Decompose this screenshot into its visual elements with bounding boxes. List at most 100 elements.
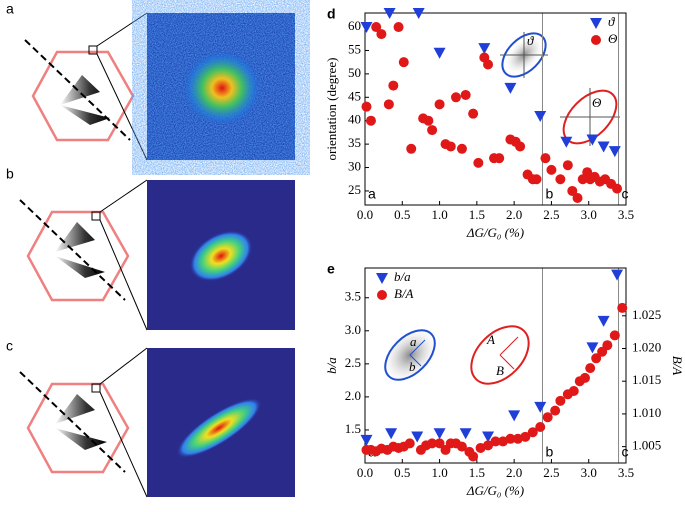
y-tick-label: 2.0	[345, 388, 361, 403]
circle-marker	[427, 125, 438, 136]
circle-marker	[505, 433, 516, 444]
y-tick-label: 3.5	[345, 289, 361, 304]
x-axis-label: ΔG/G₀ (%)	[466, 483, 524, 498]
circle-marker	[535, 422, 546, 433]
circle-marker	[602, 340, 613, 351]
circle-marker	[445, 141, 456, 152]
circle-marker	[460, 89, 471, 100]
y2-tick-label: 1.005	[632, 438, 661, 453]
circle-marker	[483, 59, 494, 70]
panel-b: b	[6, 166, 295, 331]
circle-marker	[404, 438, 415, 449]
x-tick-label: 0.5	[394, 207, 410, 222]
y-axis-label: b/a	[324, 357, 339, 374]
circle-marker	[531, 174, 542, 185]
circle-marker	[515, 141, 526, 152]
zoom-line	[96, 53, 148, 161]
circle-marker	[388, 80, 399, 91]
circle-marker	[406, 143, 417, 154]
circle-marker	[365, 115, 376, 126]
triangle-marker	[560, 136, 573, 148]
triangle-marker	[433, 47, 446, 59]
circle-marker	[542, 412, 553, 423]
legend-label: b/a	[394, 269, 411, 284]
y-tick-label: 1.5	[345, 421, 361, 436]
dashed-line	[24, 39, 131, 141]
zoom-line	[99, 179, 148, 213]
chart-label: e	[327, 261, 335, 277]
zoom-spot	[182, 50, 262, 126]
circle-marker	[617, 302, 628, 313]
circle-marker	[434, 99, 445, 110]
inset-label: b	[409, 359, 416, 374]
diffraction-streak	[55, 222, 105, 278]
annotation-label: c	[622, 444, 629, 460]
zoom-line	[99, 391, 148, 498]
zoom-line	[96, 12, 148, 47]
x-tick-label: 2.0	[506, 465, 522, 480]
dashed-line	[19, 199, 126, 301]
circle-marker	[609, 330, 620, 341]
circle-marker	[555, 174, 566, 185]
x-tick-label: 1.0	[431, 207, 447, 222]
hexagon	[31, 50, 135, 142]
circle-marker	[540, 153, 551, 164]
inset-ellipse	[470, 325, 530, 385]
y-tick-label: 50	[348, 65, 361, 80]
panel-label: b	[6, 166, 14, 182]
annotation-label: b	[545, 186, 553, 202]
circle-marker	[473, 157, 484, 168]
triangle-marker	[586, 342, 599, 354]
circle-marker	[468, 451, 479, 462]
x-tick-label: 3.5	[618, 465, 634, 480]
inset-axis	[499, 354, 515, 370]
circle-marker	[585, 363, 596, 374]
circle-marker	[562, 160, 573, 171]
triangle-marker	[534, 401, 547, 413]
panel-label: a	[6, 1, 14, 17]
annotation-label: b	[545, 444, 553, 460]
hexagon	[26, 210, 130, 302]
circle-marker	[483, 440, 494, 451]
circle-marker	[456, 441, 467, 452]
circle-marker	[546, 164, 557, 175]
x-tick-label: 0.0	[357, 207, 373, 222]
circle-marker	[371, 22, 382, 33]
circle-marker	[427, 438, 438, 449]
circle-marker	[398, 57, 409, 68]
circle-marker	[568, 386, 579, 397]
circle-marker	[567, 185, 578, 196]
panel-label: c	[6, 338, 13, 354]
x-tick-label: 3.5	[618, 207, 634, 222]
inset-label: B	[496, 363, 504, 378]
zoom-spot	[189, 230, 253, 282]
zoom-box	[91, 211, 101, 221]
circle-marker	[423, 115, 434, 126]
triangle-marker	[478, 43, 491, 55]
triangle-marker	[586, 134, 599, 146]
zoom-line	[99, 347, 148, 385]
x-tick-label: 0.0	[357, 465, 373, 480]
circle-marker	[490, 436, 501, 447]
triangle-marker	[482, 431, 495, 443]
plot-frame	[364, 267, 627, 464]
triangle-marker	[508, 410, 521, 422]
circle-marker	[377, 290, 387, 300]
x-tick-label: 3.0	[581, 207, 597, 222]
triangle-marker	[504, 82, 517, 94]
x-tick-label: 1.5	[469, 465, 485, 480]
inset-d: ϑ Θ	[500, 32, 620, 146]
circle-marker	[579, 372, 590, 383]
circle-marker	[450, 92, 461, 103]
triangle-marker	[383, 8, 396, 19]
inset-label: a	[410, 334, 417, 349]
x-tick-label: 1.0	[431, 465, 447, 480]
diffraction-streak	[55, 394, 107, 450]
panel-a: a	[6, 1, 295, 161]
dashed-line	[19, 371, 126, 473]
circle-marker	[550, 405, 561, 416]
y-tick-label: 2.5	[345, 355, 361, 370]
diffraction-streak	[60, 75, 110, 125]
x-axis-label: ΔG/G₀ (%)	[466, 225, 524, 240]
